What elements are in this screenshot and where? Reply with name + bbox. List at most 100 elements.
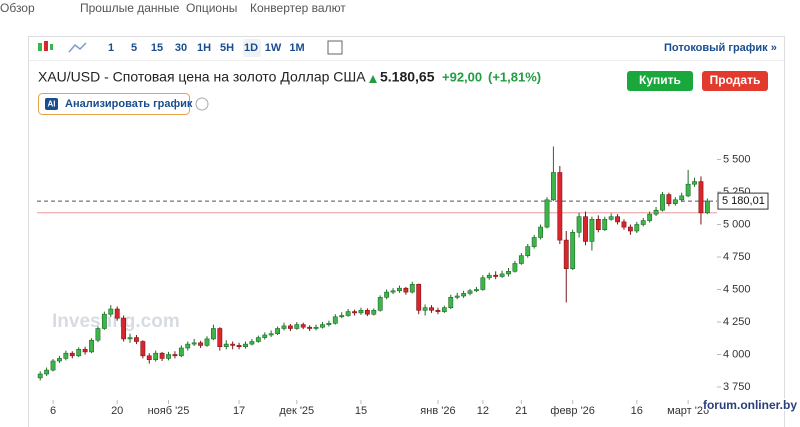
up-arrow <box>369 75 377 83</box>
candle-body <box>377 296 383 311</box>
candle-body <box>583 216 588 242</box>
x-tick-label: нояб '25 <box>148 405 190 417</box>
candle-body <box>544 199 550 228</box>
candle-body <box>666 194 672 205</box>
analyze-button[interactable] <box>38 93 190 115</box>
stream-link[interactable]: Потоковый график » <box>664 42 777 54</box>
candle-body <box>647 213 653 221</box>
candle-body <box>480 277 486 290</box>
interval[interactable]: 1H <box>197 42 211 54</box>
candle-body <box>589 219 595 242</box>
candle-body <box>121 317 127 340</box>
interval[interactable]: 1M <box>289 42 304 54</box>
candle-body <box>63 352 69 359</box>
candle-body <box>69 352 75 357</box>
candle-body <box>531 237 537 247</box>
interval[interactable]: 1 <box>108 42 114 54</box>
candle-body <box>223 343 229 348</box>
candle-body <box>679 195 685 201</box>
candle-body <box>672 199 678 205</box>
sell-button[interactable] <box>702 71 768 91</box>
candle-body <box>127 337 133 340</box>
area-icon[interactable] <box>68 42 87 53</box>
interval[interactable]: 1D <box>244 42 258 54</box>
interval[interactable]: 30 <box>175 42 187 54</box>
candle-body <box>550 172 556 201</box>
sell-label[interactable]: Продать <box>710 73 761 87</box>
candle-icon[interactable] <box>38 41 53 51</box>
candle-body <box>76 348 82 357</box>
candle-body <box>44 369 50 375</box>
interval[interactable]: 5 <box>131 42 137 54</box>
candle-body <box>435 309 441 312</box>
candle-body <box>332 316 338 324</box>
analyze-label[interactable]: Анализировать график <box>65 98 193 110</box>
candle-body <box>326 322 332 325</box>
watermark: Investing.com <box>52 311 180 332</box>
candle-body <box>371 309 377 315</box>
candle-body <box>146 355 152 360</box>
candle-body <box>403 287 409 293</box>
y-tick-label: 3 750 <box>723 381 751 393</box>
y-tick-label: 4 000 <box>723 348 751 360</box>
candle-body <box>454 295 460 298</box>
x-tick-label: янв '26 <box>420 405 455 417</box>
candle-body <box>698 181 704 214</box>
price-tag-label: 5 180,01 <box>722 195 765 207</box>
x-tick-label: 16 <box>631 405 643 417</box>
settings-icon[interactable] <box>327 40 343 55</box>
candle-body <box>570 232 576 270</box>
candle-body <box>262 334 268 338</box>
candle-body <box>595 219 601 231</box>
nav-item[interactable]: Прошлые данные <box>80 1 180 15</box>
nav-item[interactable]: Опционы <box>186 1 237 15</box>
y-tick-label: 4 250 <box>723 316 751 328</box>
candle-body <box>474 289 479 292</box>
nav-item[interactable]: Конвертер валют <box>250 1 346 15</box>
candle-body <box>416 283 422 311</box>
candle-body <box>576 216 582 233</box>
candle-body <box>660 194 665 211</box>
candle-body <box>236 345 242 347</box>
candle-body <box>352 311 357 314</box>
x-tick-label: 20 <box>111 405 123 417</box>
candle-body <box>518 255 524 264</box>
candle-body <box>390 290 396 293</box>
candle-body <box>210 328 216 340</box>
candle-body <box>307 326 313 329</box>
change: +92,00 <box>442 69 482 84</box>
candle-body <box>153 352 159 361</box>
candle-body <box>563 239 569 270</box>
candle-body <box>627 226 633 232</box>
candle-body <box>345 311 351 316</box>
candle-body <box>429 307 434 311</box>
candle-body <box>692 181 697 185</box>
interval[interactable]: 1W <box>265 42 282 54</box>
x-tick-label: 6 <box>50 405 56 417</box>
x-tick-label: февр '26 <box>550 405 595 417</box>
candle-body <box>230 343 236 346</box>
candle-body <box>422 307 428 311</box>
candle-body <box>358 309 364 314</box>
candle-body <box>294 324 300 329</box>
candle-body <box>134 337 139 342</box>
nav-item[interactable]: Обзор <box>0 1 35 15</box>
y-tick-label: 5 500 <box>723 153 751 165</box>
candle-body <box>140 341 146 357</box>
candle-body <box>615 216 620 223</box>
buy-button[interactable] <box>627 71 693 91</box>
info-icon[interactable] <box>195 97 209 111</box>
interval[interactable]: 5H <box>220 42 234 54</box>
candle-body <box>159 352 165 359</box>
candle-body <box>185 343 191 349</box>
candle-body <box>37 373 43 379</box>
candle-body <box>538 226 544 238</box>
price-tag <box>717 192 769 210</box>
candle-body <box>409 283 415 293</box>
buy-label[interactable]: Купить <box>639 73 681 87</box>
candle-body <box>300 324 306 328</box>
x-tick-label: 17 <box>233 405 245 417</box>
candle-body <box>608 216 614 220</box>
interval[interactable]: 15 <box>151 42 163 54</box>
